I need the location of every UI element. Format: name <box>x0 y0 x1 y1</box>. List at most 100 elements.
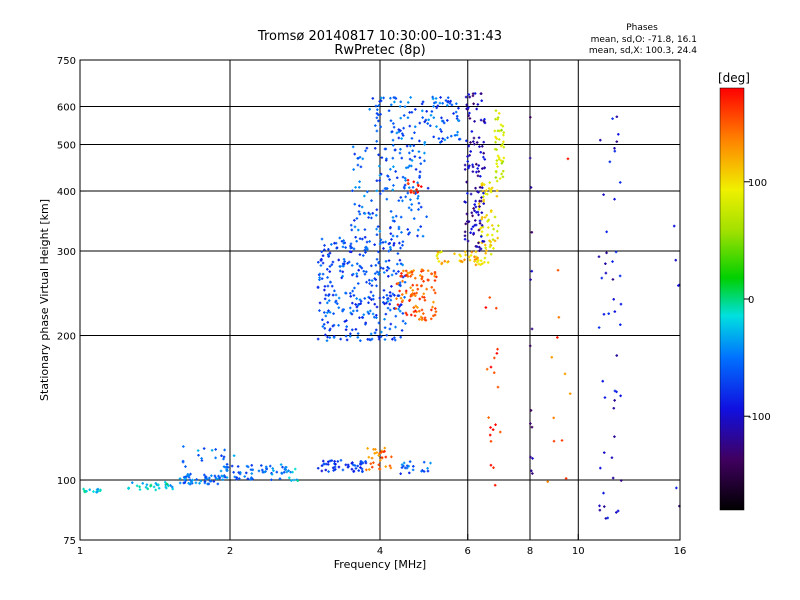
data-point <box>613 389 617 393</box>
data-point <box>331 324 335 328</box>
data-point <box>375 179 379 183</box>
data-point <box>389 466 393 470</box>
data-point <box>469 192 473 196</box>
data-point <box>178 477 182 480</box>
data-point <box>406 228 410 231</box>
data-point <box>477 228 481 232</box>
data-point <box>154 482 158 485</box>
data-point <box>478 205 481 208</box>
data-point <box>419 185 423 188</box>
data-point <box>379 238 383 242</box>
data-point <box>611 117 614 120</box>
data-point <box>473 203 476 206</box>
data-point <box>408 471 411 475</box>
data-point <box>472 136 476 140</box>
data-point <box>216 482 220 486</box>
data-point <box>378 174 382 177</box>
data-point <box>328 265 332 268</box>
data-point <box>485 367 489 371</box>
data-point <box>392 269 396 273</box>
data-point <box>354 328 358 331</box>
data-point <box>598 138 602 142</box>
data-point <box>615 115 619 119</box>
data-point <box>432 101 436 105</box>
data-point <box>472 102 475 106</box>
data-point <box>362 269 366 273</box>
data-point <box>411 149 414 153</box>
data-point <box>474 205 478 209</box>
data-point <box>483 183 486 186</box>
data-point <box>365 240 369 244</box>
data-point <box>414 304 418 308</box>
data-point <box>420 308 424 312</box>
data-point <box>388 178 391 181</box>
data-point <box>408 157 412 161</box>
data-point <box>394 214 398 218</box>
data-point <box>375 313 378 317</box>
data-point <box>375 451 379 454</box>
data-point <box>459 254 462 258</box>
data-point <box>199 479 203 483</box>
data-point <box>218 476 222 480</box>
x-tick-label: 4 <box>377 546 383 557</box>
data-point <box>326 311 329 314</box>
data-point <box>416 287 420 291</box>
data-point <box>386 265 389 269</box>
data-point <box>420 318 424 322</box>
data-point <box>184 479 187 482</box>
data-point <box>479 247 483 251</box>
data-point <box>357 210 361 213</box>
data-point <box>408 460 412 463</box>
data-point <box>487 187 491 190</box>
data-point <box>182 445 185 448</box>
data-point <box>494 176 498 179</box>
data-point <box>481 225 485 229</box>
data-point <box>497 158 501 161</box>
data-point <box>361 237 364 241</box>
data-point <box>368 107 371 111</box>
data-point <box>485 189 488 192</box>
data-point <box>323 462 326 466</box>
data-point <box>432 135 435 139</box>
y-tick-label: 300 <box>57 247 76 258</box>
data-point <box>356 332 360 335</box>
data-point <box>363 297 367 300</box>
data-point <box>487 416 490 419</box>
data-point <box>495 137 498 140</box>
data-point <box>366 310 370 314</box>
data-point <box>400 463 404 466</box>
data-point <box>217 474 220 478</box>
y-tick-label: 750 <box>57 56 76 67</box>
data-point <box>316 260 320 264</box>
data-point <box>366 190 369 194</box>
data-point <box>408 124 412 128</box>
data-point <box>382 96 385 100</box>
data-point <box>496 236 500 240</box>
data-point <box>387 109 391 113</box>
data-point <box>437 137 441 140</box>
data-point <box>426 467 429 470</box>
data-point <box>390 238 393 241</box>
data-point <box>417 150 421 153</box>
data-point <box>463 234 467 238</box>
data-point <box>463 230 467 234</box>
data-point <box>483 117 486 121</box>
data-point <box>368 282 371 285</box>
data-point <box>394 307 398 310</box>
data-point <box>430 285 434 289</box>
data-point <box>380 456 384 459</box>
data-point <box>323 244 326 247</box>
data-point <box>414 294 417 298</box>
data-point <box>374 104 378 108</box>
data-point <box>385 301 388 305</box>
data-point <box>352 294 356 297</box>
data-point <box>401 175 405 179</box>
data-point <box>482 119 486 123</box>
data-point <box>213 474 217 478</box>
data-point <box>406 166 410 169</box>
data-point <box>425 215 428 219</box>
data-point <box>612 406 616 410</box>
data-point <box>378 451 381 455</box>
data-point <box>392 184 395 187</box>
